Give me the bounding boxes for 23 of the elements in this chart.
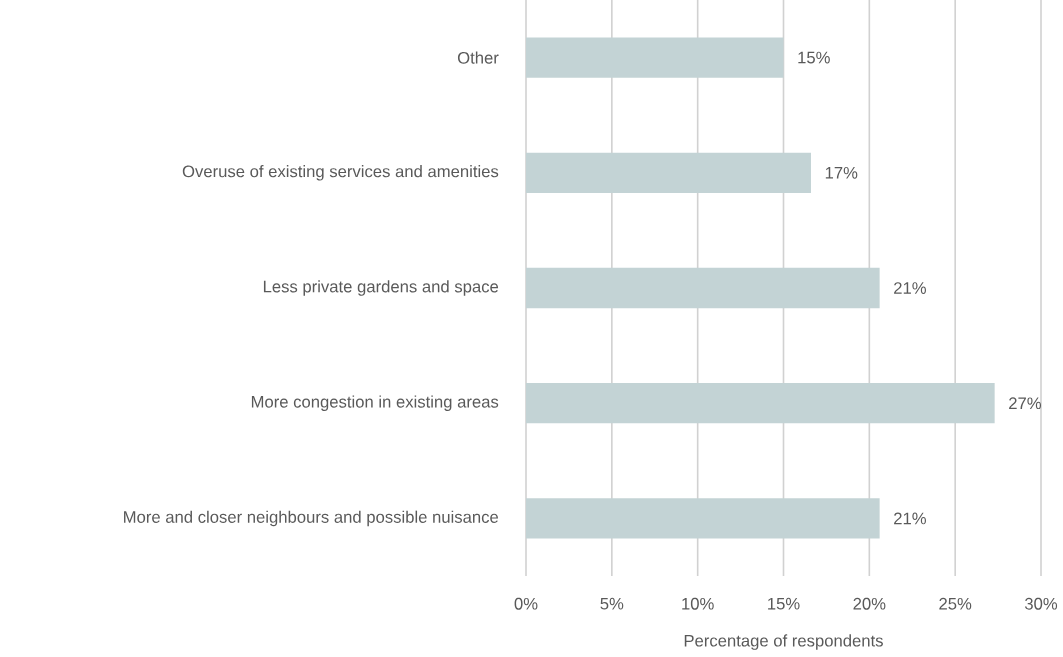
bar [526,383,995,424]
x-tick-label: 20% [853,597,886,610]
x-tick-label: 30% [1024,597,1058,610]
x-tick-label: 5% [600,597,624,610]
data-label: 21% [894,512,926,525]
data-label: 27% [1009,397,1042,410]
bar [526,498,880,539]
y-tick-label: Less private gardens and space [263,280,499,296]
bar [526,37,784,78]
data-label: 21% [894,282,926,294]
x-tick-label: 10% [682,597,714,610]
x-tick-label: 0% [514,597,538,610]
data-label: 17% [825,166,858,179]
y-tick-label: More congestion in existing areas [251,395,499,411]
y-tick-label: Overuse of existing services and amenities [182,165,499,181]
x-tick-label: 25% [939,597,972,610]
bar [526,267,880,309]
y-tick-label: Other [457,51,499,64]
y-tick-label: More and closer neighbours and possible nuisance [124,510,499,527]
x-axis-title: Percentage of respondents [684,634,883,650]
bar [526,152,811,193]
data-label: 15% [798,51,830,64]
x-tick-label: 15% [768,597,800,610]
